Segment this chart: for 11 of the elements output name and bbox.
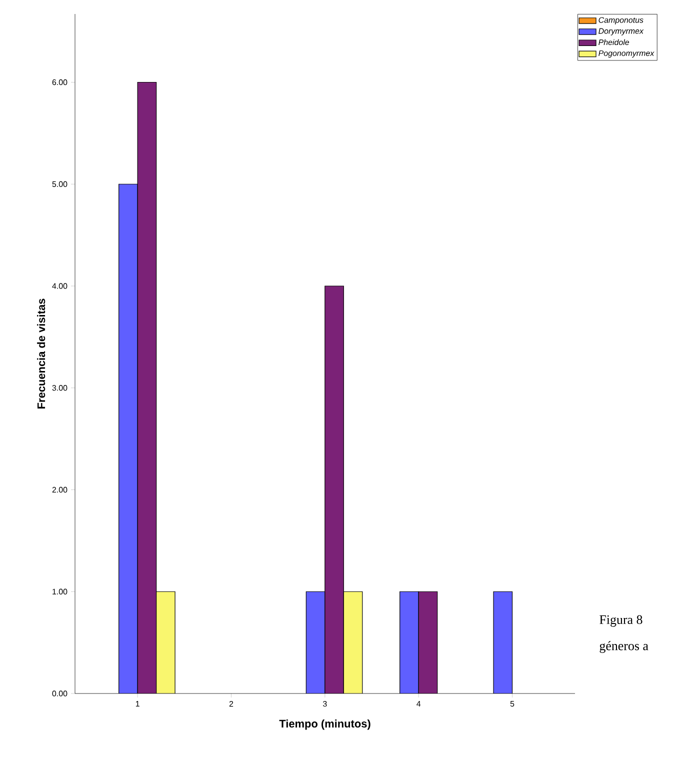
text: Figura 8 [600, 615, 642, 627]
bar [400, 592, 419, 694]
bar [138, 82, 156, 694]
y-axis-title: Frecuencia de visitas [37, 298, 46, 408]
text: géneros a [600, 641, 648, 653]
bar [493, 591, 513, 694]
bar [418, 591, 438, 694]
x-axis-title: Tiempo (minutos) [279, 720, 370, 730]
bar [324, 286, 344, 694]
bar [118, 184, 138, 694]
bar [306, 592, 325, 694]
